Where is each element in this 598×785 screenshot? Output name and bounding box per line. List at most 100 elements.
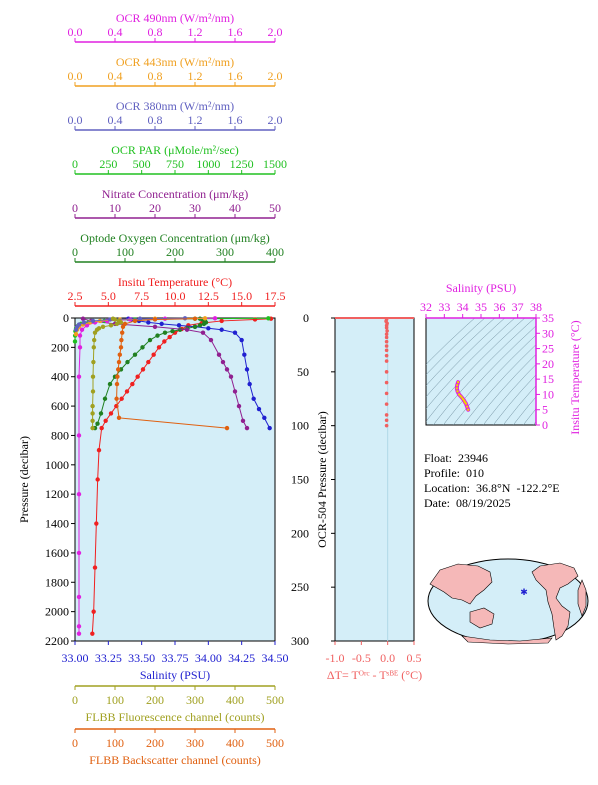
tick-label: 1.6 — [228, 25, 243, 39]
density-contour — [482, 364, 536, 425]
data-point — [182, 316, 188, 321]
data-point — [76, 491, 82, 497]
ts-y-title: Insitu Temperature (°C) — [568, 320, 582, 434]
tick-label: 0.4 — [108, 25, 123, 39]
tick-label: 0.4 — [108, 113, 123, 127]
ts-y-tick-label: 5 — [542, 403, 548, 417]
data-point — [114, 396, 119, 401]
tick-label: 15.0 — [231, 289, 252, 303]
tick-label: 400 — [226, 736, 244, 750]
tick-label: 0.8 — [148, 113, 163, 127]
data-point — [91, 345, 97, 350]
ts-point — [457, 393, 461, 396]
top-axis-ocr490: OCR 490nm (W/m²/nm) 0.0 0.4 0.8 1.2 1.6 2.0 — [68, 11, 283, 43]
dt-point — [384, 348, 389, 353]
data-point — [91, 609, 96, 614]
dt-x-tick-label: -1.0 — [326, 651, 345, 665]
dt-x-tick-label: 0.0 — [380, 651, 395, 665]
data-point — [220, 359, 226, 365]
axis-title: Optode Oxygen Concentration (μm/kg) — [80, 231, 269, 245]
tick-label: 0.0 — [68, 69, 83, 83]
data-point — [90, 631, 95, 636]
tick-label: 200 — [166, 245, 184, 259]
tick-label: 500 — [133, 157, 151, 171]
dt-point — [384, 335, 389, 340]
tick-label: 34.50 — [262, 651, 289, 665]
ts-x-tick-label: 35 — [475, 300, 487, 314]
tick-label: 33.50 — [128, 651, 155, 665]
density-contour — [512, 396, 536, 425]
tick-label: 100 — [106, 736, 124, 750]
tick-label: 2.5 — [68, 289, 83, 303]
tick-label: 7.5 — [134, 289, 149, 303]
data-point — [267, 425, 272, 431]
data-point — [90, 418, 95, 423]
tick-label: 1.2 — [188, 69, 203, 83]
dt-y-tick-label: 150 — [291, 473, 309, 487]
data-point — [135, 374, 140, 379]
density-contour — [426, 318, 496, 386]
dt-y-tick-label: 300 — [291, 634, 309, 648]
ts-point — [455, 384, 459, 387]
tick-label: 1.6 — [228, 69, 243, 83]
float-id: Float: 23946 — [424, 451, 489, 465]
dt-point — [384, 353, 389, 358]
data-point — [77, 333, 83, 338]
data-point — [81, 320, 87, 325]
data-point — [90, 411, 95, 416]
data-point — [219, 318, 224, 324]
tick-label: 400 — [226, 693, 244, 707]
density-contour — [472, 353, 536, 425]
data-point — [266, 316, 271, 321]
tick-label: 0.0 — [68, 25, 83, 39]
data-point — [72, 339, 78, 344]
data-point — [76, 550, 82, 556]
data-point — [103, 418, 108, 423]
dt-point — [384, 359, 389, 363]
top-axis-ocr443: OCR 443nm (W/m²/nm) 0.0 0.4 0.8 1.2 1.6 2.0 — [68, 55, 283, 87]
y-tick-label: 0 — [63, 311, 69, 325]
tick-label: 400 — [266, 245, 284, 259]
data-point — [92, 565, 98, 570]
data-point — [224, 367, 230, 372]
data-point — [244, 425, 250, 431]
data-point — [90, 374, 96, 379]
profile-date: Date: 08/19/2025 — [424, 496, 511, 510]
tick-label: 2.0 — [268, 25, 283, 39]
top-axis-oxygen: Optode Oxygen Concentration (μm/kg)0 100 2… — [72, 231, 284, 263]
axis-title: OCR 490nm (W/m²/nm) — [116, 11, 234, 25]
tick-label: 0.0 — [68, 113, 83, 127]
tick-label: 100 — [106, 693, 124, 707]
tick-label: 0 — [72, 157, 78, 171]
data-point — [90, 403, 95, 409]
y-tick-label: 200 — [51, 340, 69, 354]
bottom-axis-backscatter: 0 100 200 300 400 500 FLBB Backscatter channel… — [72, 728, 284, 767]
data-point — [98, 411, 104, 416]
tick-label: 34.00 — [195, 651, 222, 665]
data-point — [96, 447, 102, 453]
ts-y-tick-label: 0 — [542, 418, 548, 432]
ts-point — [466, 408, 470, 411]
ts-point — [456, 390, 459, 393]
data-point — [155, 333, 160, 338]
ts-x-tick-label: 37 — [512, 300, 524, 314]
tick-label: 250 — [99, 157, 117, 171]
series-8 — [90, 316, 124, 431]
data-point — [119, 396, 124, 401]
tick-label: 100 — [116, 245, 134, 259]
tick-label: 750 — [166, 157, 184, 171]
y-tick-label: 600 — [51, 399, 69, 413]
tick-label: 1.2 — [188, 25, 203, 39]
float-location-marker: ✱ — [520, 587, 528, 597]
tick-label: 33.00 — [62, 651, 89, 665]
data-point — [239, 337, 244, 343]
dt-point — [384, 391, 389, 396]
data-point — [124, 389, 130, 394]
dt-point — [384, 344, 389, 348]
data-point — [76, 631, 82, 636]
density-contour — [442, 325, 536, 425]
data-point — [244, 367, 250, 372]
ts-x-title: Salinity (PSU) — [446, 281, 516, 295]
y-axis-title: Pressure (decibar) — [17, 436, 31, 523]
